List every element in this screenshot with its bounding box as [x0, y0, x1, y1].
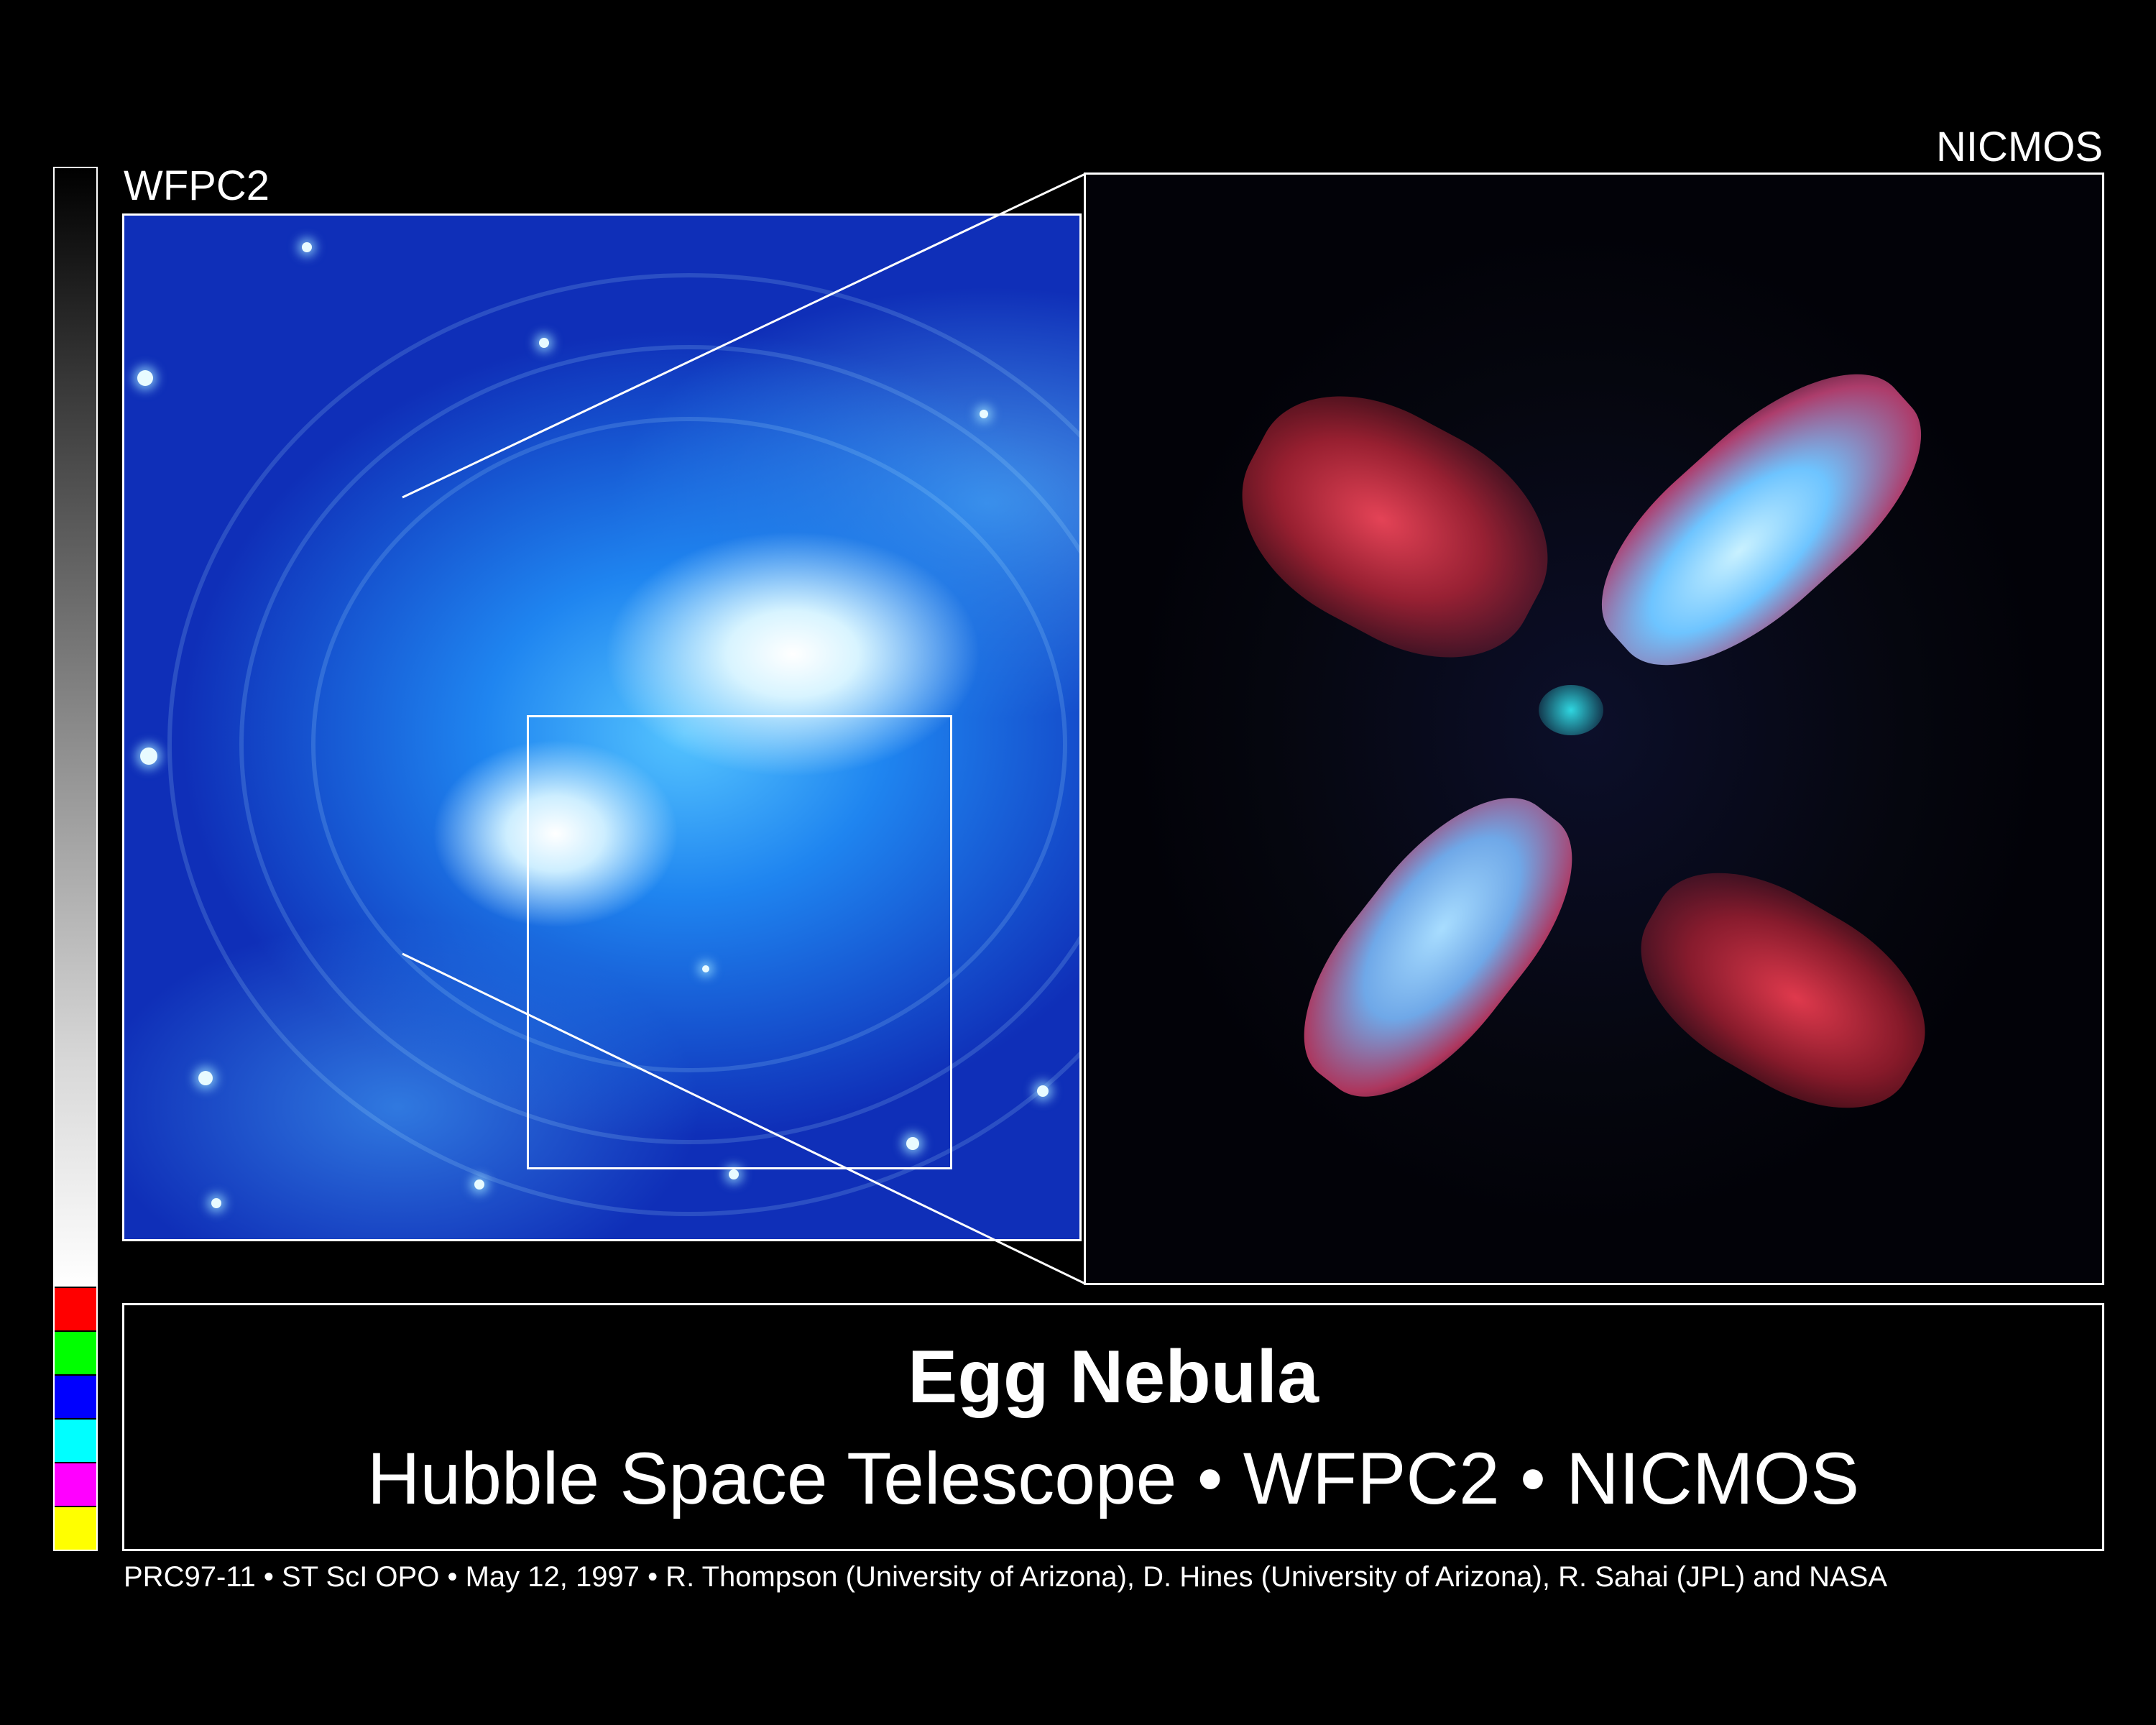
color-swatch-4: [55, 1462, 96, 1506]
star: [198, 1071, 213, 1085]
nebula-lobe-red: [1607, 837, 1959, 1144]
wfpc2-label: WFPC2: [124, 162, 270, 209]
color-swatch-2: [55, 1374, 96, 1418]
title-box: Egg Nebula Hubble Space Telescope • WFPC…: [122, 1303, 2104, 1551]
nebula-lobe-blue: [1266, 760, 1610, 1134]
star: [980, 410, 988, 418]
nicmos-image: [1084, 172, 2104, 1285]
star: [302, 242, 312, 252]
image-subtitle: Hubble Space Telescope • WFPC2 • NICMOS: [367, 1438, 1860, 1519]
star: [1037, 1085, 1049, 1097]
color-swatch-0: [55, 1287, 96, 1330]
star: [137, 370, 153, 386]
star: [539, 338, 549, 348]
color-swatch-5: [55, 1506, 96, 1550]
color-swatches: [55, 1287, 96, 1550]
credit-line: PRC97-11 • ST ScI OPO • May 12, 1997 • R…: [124, 1561, 1888, 1593]
star: [211, 1198, 221, 1208]
connector-line-bottom: [402, 952, 1086, 1285]
image-title: Egg Nebula: [907, 1335, 1319, 1419]
star: [474, 1179, 484, 1190]
nicmos-label: NICMOS: [1936, 124, 2103, 170]
calibration-strip: [53, 167, 98, 1551]
nebula-lobe-blue: [1565, 330, 1958, 709]
star: [906, 1137, 919, 1150]
wfpc2-image: [122, 213, 1082, 1241]
star: [140, 748, 157, 765]
zoom-region-box: [527, 715, 952, 1169]
grayscale-gradient: [55, 168, 96, 1287]
color-swatch-3: [55, 1418, 96, 1462]
star: [702, 965, 709, 972]
star: [729, 1169, 739, 1179]
color-swatch-1: [55, 1330, 96, 1374]
central-star: [1539, 685, 1603, 735]
connector-line-top: [402, 172, 1086, 499]
nebula-lobe-red: [1204, 357, 1585, 696]
